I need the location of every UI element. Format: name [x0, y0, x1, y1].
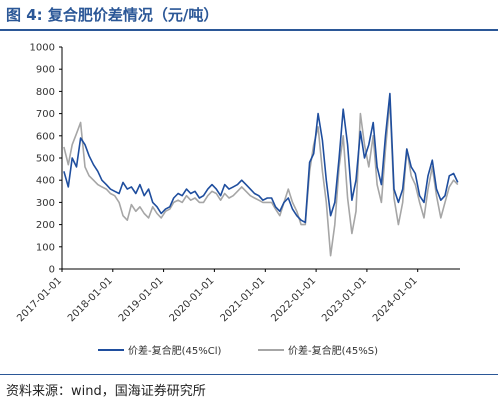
x-tick-label: 2020-01-01: [168, 275, 217, 324]
x-tick-label: 2024-01-01: [371, 275, 420, 324]
y-tick-label: 100: [36, 242, 55, 253]
y-tick-label: 600: [36, 131, 55, 142]
chart-axes: [59, 46, 460, 272]
source-note: 资料来源：wind，国海证券研究所: [6, 384, 206, 399]
title-rule: [0, 29, 498, 31]
legend: 价差-复合肥(45%Cl) 价差-复合肥(45%S): [98, 344, 378, 357]
source-rule: [0, 374, 498, 375]
x-tick-label: 2023-01-01: [320, 275, 369, 324]
tick-labels: 0 100 200 300 400 500 600 700 800 900 1000 2017-01-…: [15, 43, 420, 325]
series-line-45s: [63, 99, 459, 257]
y-tick-label: 400: [36, 176, 55, 187]
figure-title: 图 4: 复合肥价差情况（元/吨）: [6, 6, 219, 24]
y-tick-label: 300: [36, 198, 55, 209]
x-tick-label: 2019-01-01: [117, 275, 166, 324]
y-tick-label: 700: [36, 109, 55, 120]
y-tick-label: 0: [49, 265, 55, 276]
y-tick-label: 1000: [30, 43, 55, 54]
y-tick-label: 800: [36, 87, 55, 98]
series-line-45cl: [63, 92, 459, 224]
y-tick-label: 900: [36, 65, 55, 76]
x-tick-label: 2021-01-01: [219, 275, 268, 324]
line-chart: 0 100 200 300 400 500 600 700 800 900 1000 2017-01-…: [15, 43, 460, 357]
series-layer: [63, 92, 459, 257]
y-tick-label: 200: [36, 220, 55, 231]
legend-label: 价差-复合肥(45%S): [288, 344, 378, 357]
y-tick-label: 500: [36, 154, 55, 165]
x-tick-label: 2022-01-01: [269, 275, 318, 324]
legend-label: 价差-复合肥(45%Cl): [128, 344, 221, 357]
x-tick-label: 2018-01-01: [66, 275, 115, 324]
x-tick-label: 2017-01-01: [15, 275, 64, 324]
